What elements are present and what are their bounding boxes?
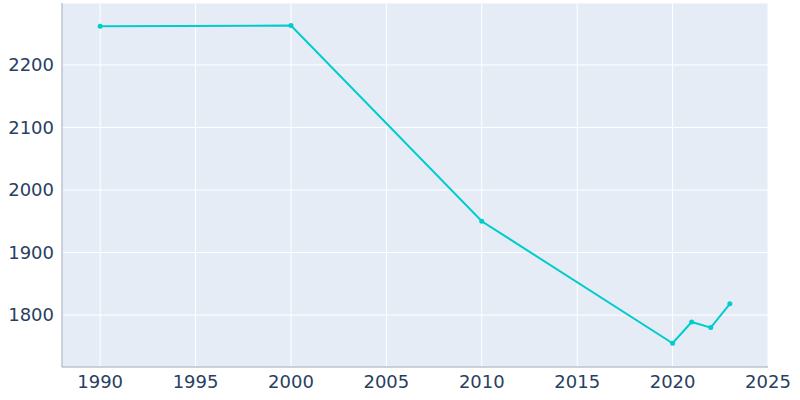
svg-text:2005: 2005 xyxy=(363,371,409,392)
svg-text:2200: 2200 xyxy=(8,54,54,75)
svg-text:2020: 2020 xyxy=(650,371,696,392)
svg-text:2015: 2015 xyxy=(554,371,600,392)
svg-text:1995: 1995 xyxy=(173,371,219,392)
svg-text:2000: 2000 xyxy=(268,371,314,392)
svg-text:2010: 2010 xyxy=(459,371,505,392)
svg-text:1800: 1800 xyxy=(8,304,54,325)
svg-text:1900: 1900 xyxy=(8,242,54,263)
svg-text:2025: 2025 xyxy=(745,371,791,392)
svg-text:2000: 2000 xyxy=(8,179,54,200)
svg-text:1990: 1990 xyxy=(77,371,123,392)
svg-text:2100: 2100 xyxy=(8,117,54,138)
